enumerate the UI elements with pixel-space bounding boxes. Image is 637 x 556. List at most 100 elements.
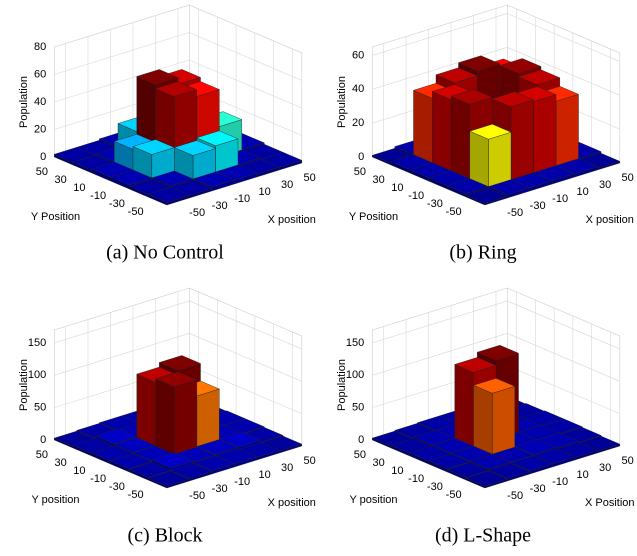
z-tick-label: 150 <box>28 337 46 349</box>
y-tick-label: 50 <box>36 166 48 178</box>
bar-face <box>454 364 474 451</box>
grid-line <box>507 13 620 62</box>
x-tick-label: -50 <box>189 490 205 502</box>
bar-top <box>173 140 217 156</box>
y-axis-label: Y Position <box>349 211 398 223</box>
bar-top <box>510 455 553 472</box>
bar-top <box>169 463 213 479</box>
bar-top <box>218 431 262 448</box>
y-tick-label: 30 <box>55 174 67 186</box>
bar-top <box>151 170 194 187</box>
grid-line <box>189 365 302 414</box>
caption: (a) No Control <box>106 242 224 264</box>
y-tick-label: -10 <box>90 190 106 202</box>
z-tick-label: 0 <box>40 434 46 446</box>
bar-top <box>487 463 531 479</box>
x-tick-label: -30 <box>530 483 546 495</box>
grid-line <box>54 300 190 344</box>
bar-face <box>450 95 470 183</box>
x-tick-label: 50 <box>622 455 634 467</box>
panel: 050100150-50-30-10103050-50-30-10103050P… <box>336 287 635 547</box>
bar-top <box>151 452 194 469</box>
x-axis-label: X position <box>268 214 316 226</box>
bar-face <box>413 89 433 167</box>
bar-top <box>136 69 179 85</box>
bar-top <box>472 378 516 394</box>
bar-top <box>128 462 172 478</box>
bar-top <box>192 455 235 472</box>
grid-line <box>372 13 508 56</box>
bar-top <box>154 371 198 388</box>
y-tick-label: -30 <box>427 198 443 210</box>
bar-top <box>446 178 490 194</box>
z-tick-label: 50 <box>34 402 46 414</box>
bar-top <box>196 439 239 455</box>
y-tick-label: -30 <box>427 481 443 493</box>
z-axis-label: Population <box>336 359 348 411</box>
bar-top <box>147 470 190 487</box>
bar-top <box>435 67 478 84</box>
y-tick-label: -30 <box>109 481 125 493</box>
z-axis-label: Population <box>18 359 30 411</box>
x-axis-label: X position <box>268 497 316 509</box>
panel: 020406080-50-30-10103050-50-30-10103050P… <box>18 4 316 264</box>
x-tick-label: -50 <box>189 207 205 219</box>
z-tick-label: 0 <box>40 151 46 163</box>
caption: (c) Block <box>128 525 203 547</box>
x-tick-label: 10 <box>259 469 271 481</box>
bar-face <box>432 91 452 175</box>
grid-line <box>507 300 620 350</box>
y-tick-label: 10 <box>73 465 85 477</box>
bar-top <box>514 439 557 455</box>
bar-face <box>510 99 534 184</box>
grid-line <box>189 333 302 382</box>
y-tick-label: -10 <box>408 473 424 485</box>
bar-top <box>147 187 190 203</box>
z-tick-label: 80 <box>34 41 46 53</box>
y-axis-label: Y position <box>349 494 397 506</box>
bar-top <box>465 188 508 204</box>
grid-line <box>507 47 620 96</box>
bar-face <box>155 378 175 459</box>
bar-top <box>113 437 157 453</box>
grid-line <box>54 333 190 376</box>
bar-top <box>94 428 138 445</box>
bar-face <box>533 94 557 177</box>
bar-top <box>450 88 493 105</box>
z-tick-label: 0 <box>358 434 364 446</box>
z-tick-label: 20 <box>352 117 364 129</box>
y-tick-label: -50 <box>128 206 144 218</box>
y-tick-label: 10 <box>391 182 403 194</box>
bar-top <box>469 123 512 140</box>
x-tick-label: -10 <box>234 476 250 488</box>
caption: (d) L-Shape <box>435 525 531 547</box>
x-tick-label: -30 <box>530 200 546 212</box>
z-tick-label: 60 <box>34 68 46 80</box>
x-tick-label: 30 <box>281 179 293 191</box>
bar-top <box>109 169 153 186</box>
bar-top <box>192 171 235 188</box>
x-axis-label: X position <box>586 214 634 226</box>
x-tick-label: 50 <box>304 172 316 184</box>
grid-line <box>507 365 620 414</box>
bar-top <box>109 453 153 470</box>
y-tick-label: -50 <box>128 489 144 501</box>
z-tick-label: 100 <box>346 369 364 381</box>
z-tick-label: 50 <box>352 402 364 414</box>
z-axis-label: Population <box>336 76 348 128</box>
y-tick-label: 30 <box>55 457 67 469</box>
bar-top <box>517 69 561 86</box>
grid-line <box>189 4 302 54</box>
panel: 050100150-50-30-10103050-50-30-10103050P… <box>18 287 316 547</box>
bar-top <box>154 81 198 97</box>
grid-line <box>189 32 302 81</box>
y-tick-label: -30 <box>109 198 125 210</box>
bar-face <box>174 379 198 459</box>
bar-top <box>158 355 202 371</box>
bar-top <box>499 58 542 74</box>
grid-line <box>372 333 508 376</box>
x-tick-label: 10 <box>577 469 589 481</box>
y-tick-label: -50 <box>446 206 462 218</box>
x-tick-label: 50 <box>622 172 634 184</box>
